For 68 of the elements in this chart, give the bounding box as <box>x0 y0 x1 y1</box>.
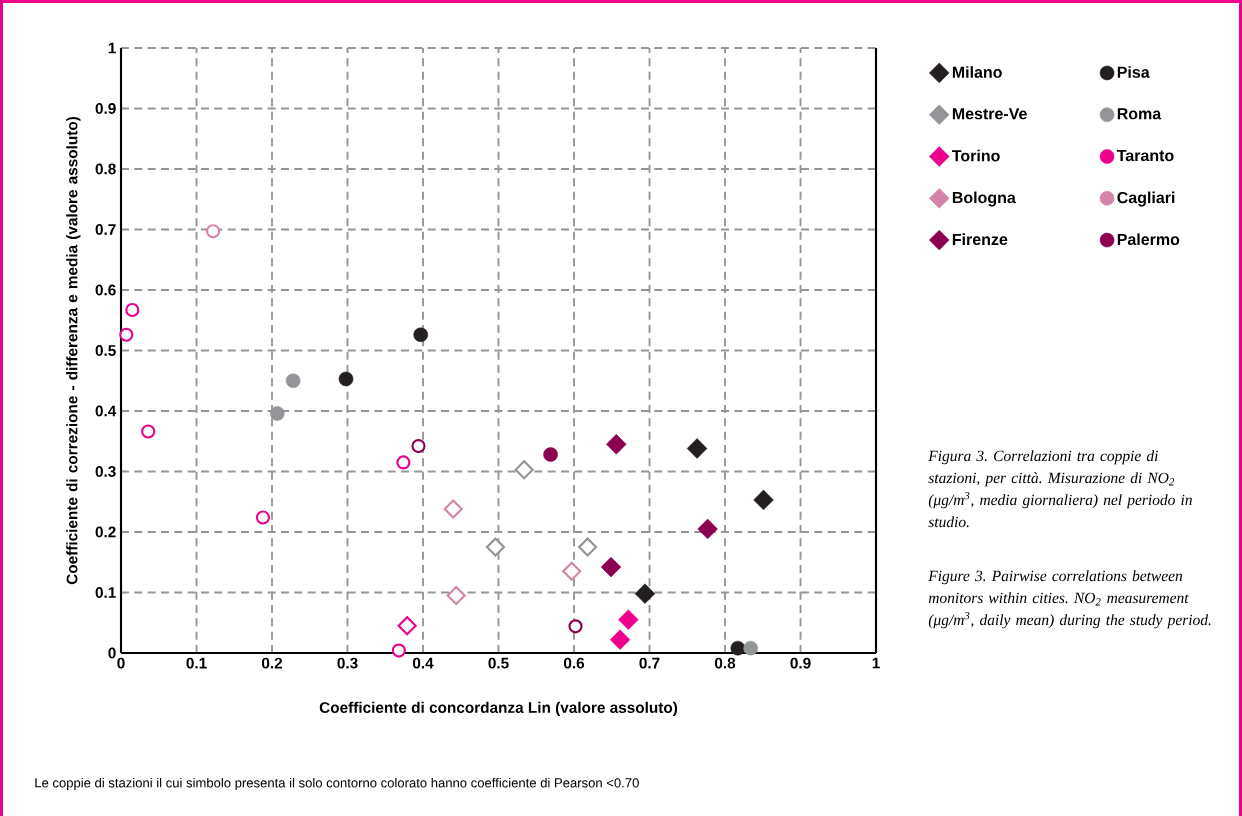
point <box>634 583 656 604</box>
y-tick-label: 1 <box>108 42 116 54</box>
point <box>600 556 622 578</box>
point <box>141 424 156 439</box>
y-axis-title: Coefficiente di correzione - differenza e media (valore assoluto) <box>66 116 81 585</box>
point <box>753 489 774 511</box>
text: Figure 3. Pairwise correlations between monitors within cities. NO$_{2}$ measurement (μg/m$^{3}$, daily mean) during the study period. <box>928 570 1211 629</box>
x-tick-label: 0 <box>117 657 125 669</box>
point <box>686 438 708 459</box>
point <box>397 616 417 636</box>
point <box>285 373 301 389</box>
x-tick-label: 0.7 <box>639 657 660 669</box>
y-tick-label: 0 <box>108 647 116 659</box>
point <box>578 537 598 557</box>
y-tick-label: 0.6 <box>95 284 116 296</box>
x-tick-label: 0.9 <box>790 657 811 669</box>
point <box>443 499 463 519</box>
point <box>743 640 758 656</box>
legend-label: Milano <box>952 66 1002 78</box>
legend-label: Pisa <box>1117 66 1150 78</box>
x-axis-title: Coefficiente di concordanza Lin (valore assoluto) <box>319 701 678 717</box>
point <box>396 455 411 470</box>
legend-label: Palermo <box>1117 233 1180 246</box>
legend-label: Firenze <box>952 233 1008 246</box>
point <box>446 585 466 606</box>
point <box>391 643 406 658</box>
point <box>119 327 134 342</box>
y-tick-label: 0.8 <box>95 163 116 175</box>
point <box>697 518 718 540</box>
x-tick-label: 0.2 <box>261 657 283 669</box>
point <box>609 629 631 650</box>
x-tick-label: 0.6 <box>563 657 585 669</box>
legend-label: Cagliari <box>1117 191 1175 207</box>
y-tick-label: 0.3 <box>95 466 116 477</box>
text: Le coppie di stazioni il cui simbolo presenta il solo contorno colorato hanno coefficiente di Pearson <0.70 <box>35 777 639 791</box>
point <box>543 447 558 462</box>
x-tick-label: 0.8 <box>714 657 736 669</box>
legend-label: Taranto <box>1116 150 1174 162</box>
x-tick-label: 1 <box>872 657 880 669</box>
y-tick-label: 0.5 <box>95 345 116 356</box>
y-tick-label: 0.9 <box>95 103 116 114</box>
point <box>206 224 221 239</box>
y-tick-label: 0.4 <box>95 405 117 417</box>
point <box>270 406 285 421</box>
legend-label: Torino <box>952 149 1000 162</box>
point <box>568 619 583 634</box>
y-tick-label: 0.1 <box>95 587 116 598</box>
point <box>562 561 582 581</box>
y-tick-label: 0.2 <box>95 526 116 538</box>
x-tick-label: 0.4 <box>412 657 434 669</box>
point <box>514 460 534 480</box>
point <box>618 609 639 630</box>
x-tick-label: 0.3 <box>337 657 358 669</box>
y-tick-label: 0.7 <box>95 224 116 235</box>
point <box>125 302 140 318</box>
point <box>413 327 429 343</box>
point <box>338 371 354 387</box>
point <box>411 439 426 454</box>
point <box>606 434 627 455</box>
legend-label: Bologna <box>952 191 1016 207</box>
point <box>485 537 506 557</box>
x-tick-label: 0.5 <box>488 657 509 669</box>
point <box>730 640 746 656</box>
legend-label: Mestre-Ve <box>952 108 1027 120</box>
text: Figura 3. Correlazioni tra coppie di stazioni, per città. Misurazione di NO$_{2}$ (μg/m$^{3}$, media giornaliera) nel periodo in studio. <box>928 450 1192 528</box>
legend-label: Roma <box>1117 108 1162 120</box>
x-tick-label: 0.1 <box>186 657 207 669</box>
point <box>255 510 271 525</box>
